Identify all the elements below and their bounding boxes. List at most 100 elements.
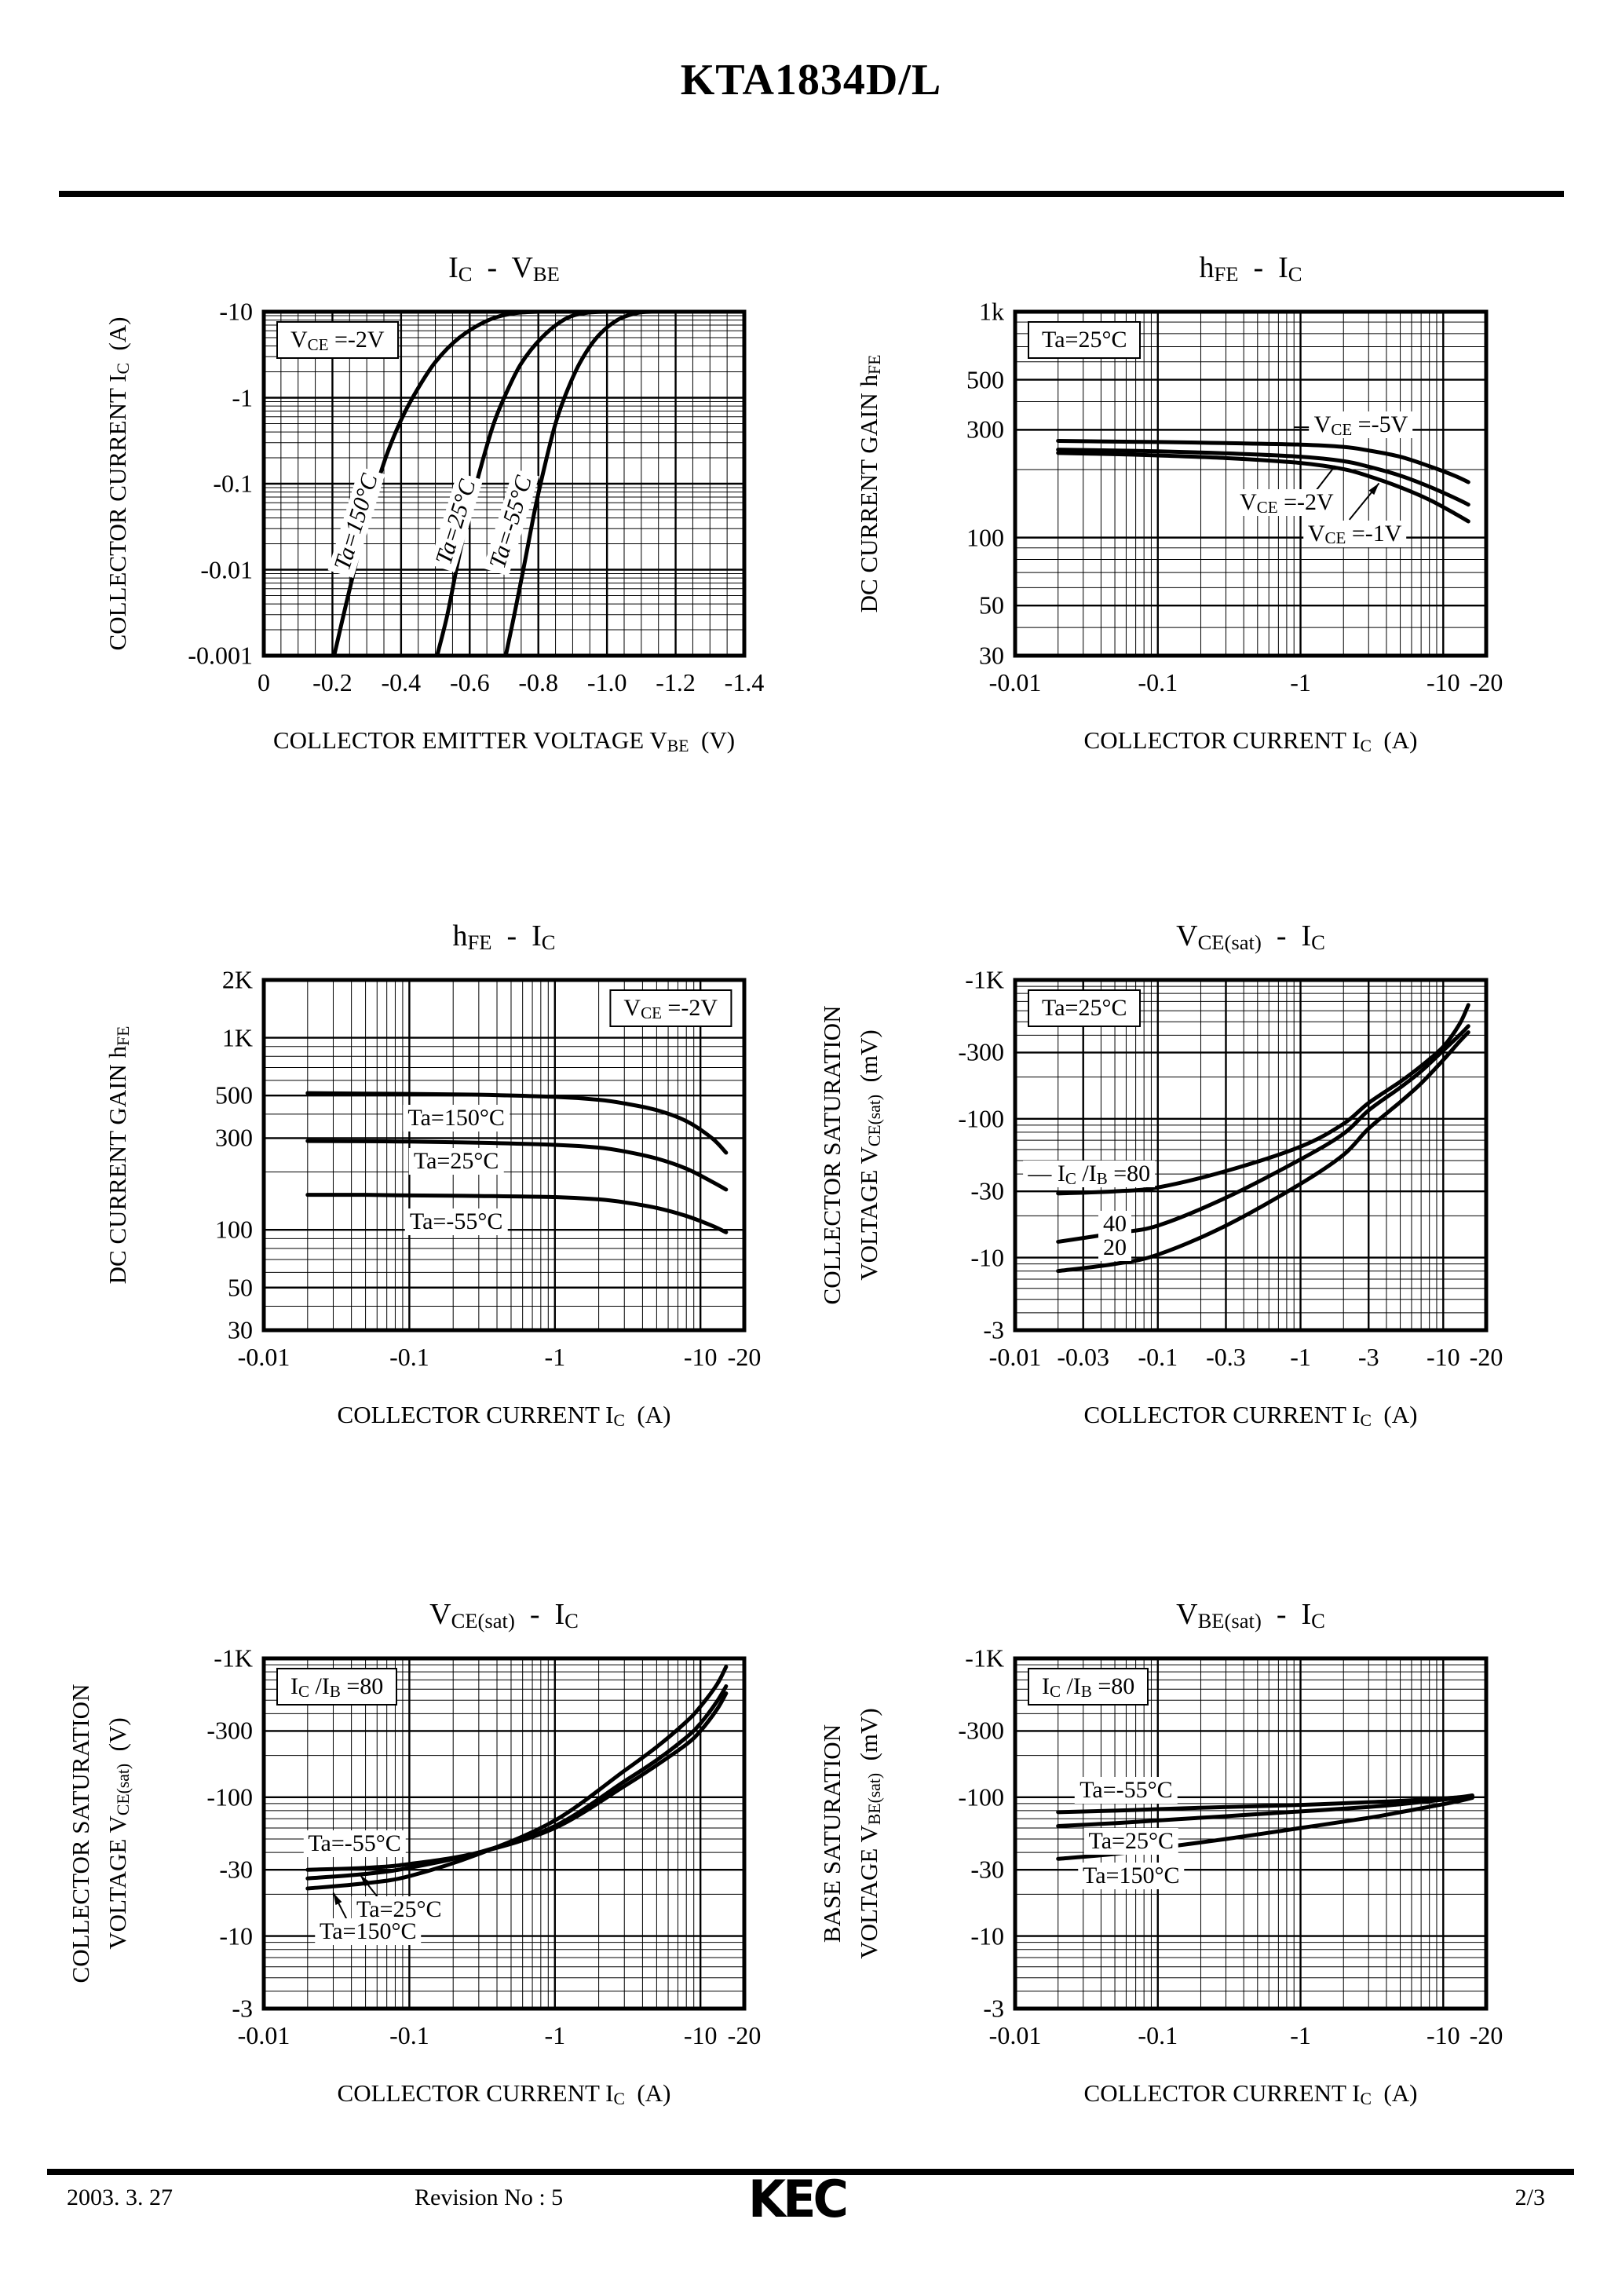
page-title: KTA1834D/L <box>680 56 942 104</box>
x-tick-label: -0.03 <box>1057 1343 1110 1371</box>
y-tick-label: 30 <box>228 1315 253 1344</box>
x-tick-label: -0.1 <box>1138 2021 1178 2049</box>
plot-border <box>261 978 747 1333</box>
text-run: COLLECTOR CURRENT I <box>1083 2079 1361 2107</box>
y-tick-label: -30 <box>970 1855 1004 1884</box>
chart-title-ic-vbe: IC - VBE <box>448 250 560 286</box>
y-axis-title: COLLECTOR CURRENT IC (A) <box>104 317 133 651</box>
y-tick-label: -300 <box>958 1716 1004 1745</box>
y-tick-label: -30 <box>219 1855 253 1884</box>
x-axis-title: COLLECTOR EMITTER VOLTAGE VBE (V) <box>273 726 735 755</box>
text-run: Ta=-55°C <box>409 1208 503 1235</box>
text-run: Ta=25°C <box>413 1147 499 1174</box>
header-rule <box>59 191 1564 197</box>
y-tick-label: -0.001 <box>188 641 253 670</box>
text-run: =-2V <box>1277 488 1334 515</box>
y-axis-title: BASE SATURATION <box>818 1724 846 1943</box>
curve-label: Ta=25°C <box>1083 1828 1178 1855</box>
text-run: =-1V <box>1346 520 1402 547</box>
subscript: BE(sat) <box>864 1772 884 1826</box>
y-tick-label: -100 <box>206 1782 253 1812</box>
y-tick-label: -100 <box>958 1782 1004 1812</box>
text-run: COLLECTOR CURRENT I <box>1083 726 1361 754</box>
curve-Ta=25°C <box>435 312 609 656</box>
x-tick-label: -0.1 <box>389 2021 429 2049</box>
curve-VCE=-1V <box>1056 451 1470 524</box>
leader-arrowhead <box>333 1892 342 1906</box>
curve-label: Ta=150°C <box>327 466 385 578</box>
text-run: /I <box>1061 1673 1081 1699</box>
y-axis-title: VOLTAGE VCE(sat) (V) <box>104 1717 133 1949</box>
x-axis-title: COLLECTOR CURRENT IC (A) <box>338 2079 671 2108</box>
x-tick-label: -0.8 <box>518 668 559 696</box>
curve-Ta=-55°C <box>305 1691 729 1872</box>
subscript: FE <box>113 1026 133 1046</box>
plot-border <box>1013 309 1489 658</box>
x-tick-label: -0.1 <box>389 1343 429 1371</box>
y-tick-label: 300 <box>966 415 1004 444</box>
subscript: C <box>1311 1608 1325 1632</box>
text-run: Ta=-55°C <box>484 472 537 572</box>
subscript: C <box>564 1608 579 1632</box>
curve-Ta=-55°C <box>503 312 654 656</box>
y-tick-label: -10 <box>219 1921 253 1951</box>
x-axis-title: COLLECTOR CURRENT IC (A) <box>1084 2079 1418 2108</box>
chart-title-hfe-ic-temp: hFE - IC <box>452 919 555 954</box>
text-run: Ta=150°C <box>407 1104 505 1131</box>
text-run: h <box>1199 251 1215 284</box>
subscript: B <box>1096 1168 1108 1188</box>
text-run: COLLECTOR CURRENT I <box>1083 1401 1361 1428</box>
x-tick-label: -0.1 <box>1138 1343 1178 1371</box>
footer-date: 2003. 3. 27 <box>67 2184 173 2210</box>
text-run: V <box>1176 1598 1198 1631</box>
x-tick-label: -0.01 <box>988 1343 1042 1371</box>
text-run: (A) <box>1371 1401 1418 1428</box>
y-tick-label: 100 <box>966 523 1004 552</box>
text-run: V <box>1240 488 1257 515</box>
annotation-box: VCE =-2V <box>276 321 399 359</box>
text-run: COLLECTOR SATURATION <box>67 1684 94 1983</box>
annotation-box: Ta=25°C <box>1028 321 1142 359</box>
curve-IC/IB=20 <box>1056 1030 1470 1274</box>
x-tick-label: -20 <box>727 1343 762 1371</box>
plot-border <box>1013 978 1489 1333</box>
subscript: C <box>1360 736 1372 755</box>
y-tick-label: 50 <box>228 1273 253 1302</box>
text-run: Ta=150°C <box>329 470 383 573</box>
x-tick-label: -20 <box>1469 668 1503 696</box>
chart-title-vbesat-ic-temp: VBE(sat) - IC <box>1176 1597 1325 1632</box>
y-tick-label: 2K <box>221 965 253 994</box>
plot-border <box>1013 1656 1489 2011</box>
y-axis-title: VOLTAGE VCE(sat) (mV) <box>855 1029 884 1281</box>
kec-logo: KEC <box>748 2169 849 2229</box>
x-tick-label: -1 <box>544 2021 566 2049</box>
x-tick-label: -10 <box>683 2021 718 2049</box>
text-run: VOLTAGE V <box>855 1146 882 1281</box>
y-tick-label: -100 <box>958 1104 1004 1133</box>
chart-vcesat-ic-ratio <box>1013 978 1489 1333</box>
curve-Ta=25°C <box>1056 1793 1474 1828</box>
y-tick-label: 30 <box>979 641 1004 670</box>
subscript: C <box>298 1681 310 1701</box>
x-tick-label: -0.2 <box>312 668 353 696</box>
subscript: CE <box>641 1003 662 1022</box>
text-run: I <box>1042 1673 1050 1699</box>
subscript: C <box>1065 1168 1076 1188</box>
curve-label: VCE =-1V <box>1302 520 1407 548</box>
subscript: CE <box>1324 528 1346 548</box>
footer-revision: Revision No : 5 <box>415 2184 564 2210</box>
curve-label: Ta=150°C <box>1078 1863 1185 1890</box>
subscript: C <box>113 363 133 375</box>
text-run: /I <box>1076 1161 1097 1187</box>
subscript: BE(sat) <box>1197 1608 1262 1632</box>
y-tick-label: -0.1 <box>213 469 253 498</box>
text-run: V <box>1307 520 1325 547</box>
x-tick-label: -1 <box>1290 668 1311 696</box>
text-run: Ta=-55°C <box>1080 1777 1173 1804</box>
y-tick-label: -1K <box>214 1643 253 1673</box>
subscript: C <box>613 2089 625 2108</box>
curve-label: Ta=-55°C <box>404 1208 508 1236</box>
text-run: =80 <box>340 1673 384 1699</box>
text-run: VOLTAGE V <box>855 1825 882 1959</box>
subscript: CE(sat) <box>1197 930 1262 954</box>
